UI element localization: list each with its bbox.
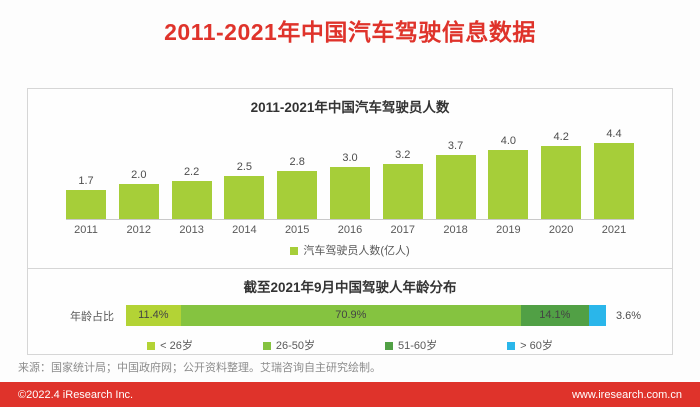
bar-column: 4.0	[488, 135, 529, 219]
bar-column: 2.5	[224, 161, 265, 219]
bar-value-label: 4.2	[553, 131, 569, 143]
x-axis-label: 2014	[232, 224, 257, 236]
legend-swatch	[290, 247, 299, 255]
bar-value-label: 1.7	[78, 175, 94, 187]
footer-bar: ©2022.4 iResearch Inc. www.iresearch.com…	[0, 382, 700, 407]
bar-value-label: 2.5	[236, 161, 253, 173]
chart2-title: 截至2021年9月中国驾驶人年龄分布	[243, 280, 457, 295]
x-axis-label: 2019	[496, 224, 521, 236]
bar-value-label: 3.2	[395, 149, 411, 161]
bar-value-label: 2.2	[183, 166, 200, 178]
legend-item: < 26岁	[147, 340, 193, 352]
bar-column: 1.7	[66, 175, 106, 219]
age-segment	[588, 305, 606, 326]
age-segment: 14.1%	[521, 305, 589, 326]
legend-item-label: 51-60岁	[398, 340, 438, 352]
chart1-title: 2011-2021年中国汽车驾驶员人数	[250, 100, 450, 115]
x-axis-label: 2021	[601, 224, 627, 236]
footer-copyright: ©2022.4 iResearch Inc.	[18, 388, 134, 401]
bar	[277, 171, 318, 219]
driver-count-chart: 2011-2021年中国汽车驾驶员人数 1.7 2.0 2.2 2.5 2.8 3.0 3.…	[28, 100, 672, 257]
x-axis-label: 2011	[74, 224, 98, 236]
section-divider	[28, 268, 672, 269]
bar-value-label: 2.8	[289, 156, 305, 168]
row-label: 年龄占比	[70, 310, 114, 323]
x-axis-label: 2018	[443, 224, 468, 236]
chart2-legend: < 26岁 26-50岁 51-60岁 > 60岁	[28, 340, 672, 352]
legend-item: 51-60岁	[385, 340, 437, 352]
x-axis-label: 2012	[126, 224, 152, 236]
x-axis-line	[66, 219, 634, 220]
footer-url: www.iresearch.com.cn	[571, 388, 682, 401]
bar-column: 4.2	[541, 131, 582, 219]
bar	[171, 181, 212, 219]
bar	[66, 190, 106, 219]
bar-value-label: 2.0	[131, 169, 147, 181]
age-segment: 11.4%	[126, 305, 181, 326]
legend-item: > 60岁	[507, 340, 553, 352]
bar	[541, 146, 582, 219]
bar	[435, 155, 476, 219]
stacked-bar-row: 年龄占比 11.4% 70.9% 14.1% 3.6%	[70, 305, 658, 326]
x-axis-label: 2013	[179, 224, 204, 236]
bar	[488, 150, 529, 219]
bar-column: 3.2	[382, 149, 423, 219]
age-segment: 70.9%	[180, 305, 522, 326]
x-axis-label: 2016	[337, 224, 363, 236]
chart1-legend: 汽车驾驶员人数(亿人)	[28, 245, 672, 257]
bar	[329, 167, 370, 219]
legend-swatch	[385, 342, 393, 350]
chart-panel: 2011-2021年中国汽车驾驶员人数 1.7 2.0 2.2 2.5 2.8 3.0 3.…	[27, 88, 673, 355]
x-axis-label: 2020	[548, 224, 574, 236]
bar	[382, 164, 423, 219]
legend-item-label: < 26岁	[160, 340, 193, 352]
x-axis-label: 2017	[390, 224, 416, 236]
source-note: 来源：国家统计局；中国政府网；公开资料整理。艾瑞咨询自主研究绘制。	[18, 362, 381, 374]
bar-value-label: 3.0	[342, 152, 358, 164]
bar-value-label: 4.0	[500, 135, 517, 147]
legend-swatch	[147, 342, 156, 350]
x-axis-label: 2015	[284, 224, 310, 236]
bar-column: 2.0	[118, 169, 159, 219]
bar	[224, 176, 265, 219]
bar-column: 3.0	[329, 152, 370, 219]
bar-column: 4.4	[593, 128, 634, 219]
legend-swatch	[262, 342, 271, 350]
page-title: 2011-2021年中国汽车驾驶信息数据	[164, 19, 536, 45]
bar-value-label: 3.7	[447, 140, 464, 152]
bar-column: 2.2	[171, 166, 212, 219]
bar-value-label: 4.4	[606, 128, 622, 140]
age-distribution-chart: 截至2021年9月中国驾驶人年龄分布 年龄占比 11.4% 70.9% 14.1% …	[28, 280, 672, 352]
legend-item-label: > 60岁	[520, 340, 553, 352]
bar-column: 3.7	[435, 140, 476, 219]
legend-item-label: 26-50岁	[275, 340, 315, 352]
legend-label: 汽车驾驶员人数(亿人)	[303, 245, 410, 257]
bar-column: 2.8	[277, 156, 318, 219]
bar	[593, 143, 634, 219]
bar-series: 1.7 2.0 2.2 2.5 2.8 3.0 3.2 3.7 4.0 4.2 4.4	[66, 128, 634, 219]
legend-swatch	[507, 342, 516, 350]
legend-item: 26-50岁	[262, 340, 315, 352]
x-axis-labels: 2011 2012 2013 2014 2015 2016 2017 2018 2019 2020…	[66, 224, 634, 236]
stacked-bar: 11.4% 70.9% 14.1%	[126, 305, 606, 326]
segment-label-outside: 3.6%	[616, 309, 642, 322]
bar	[118, 184, 159, 219]
